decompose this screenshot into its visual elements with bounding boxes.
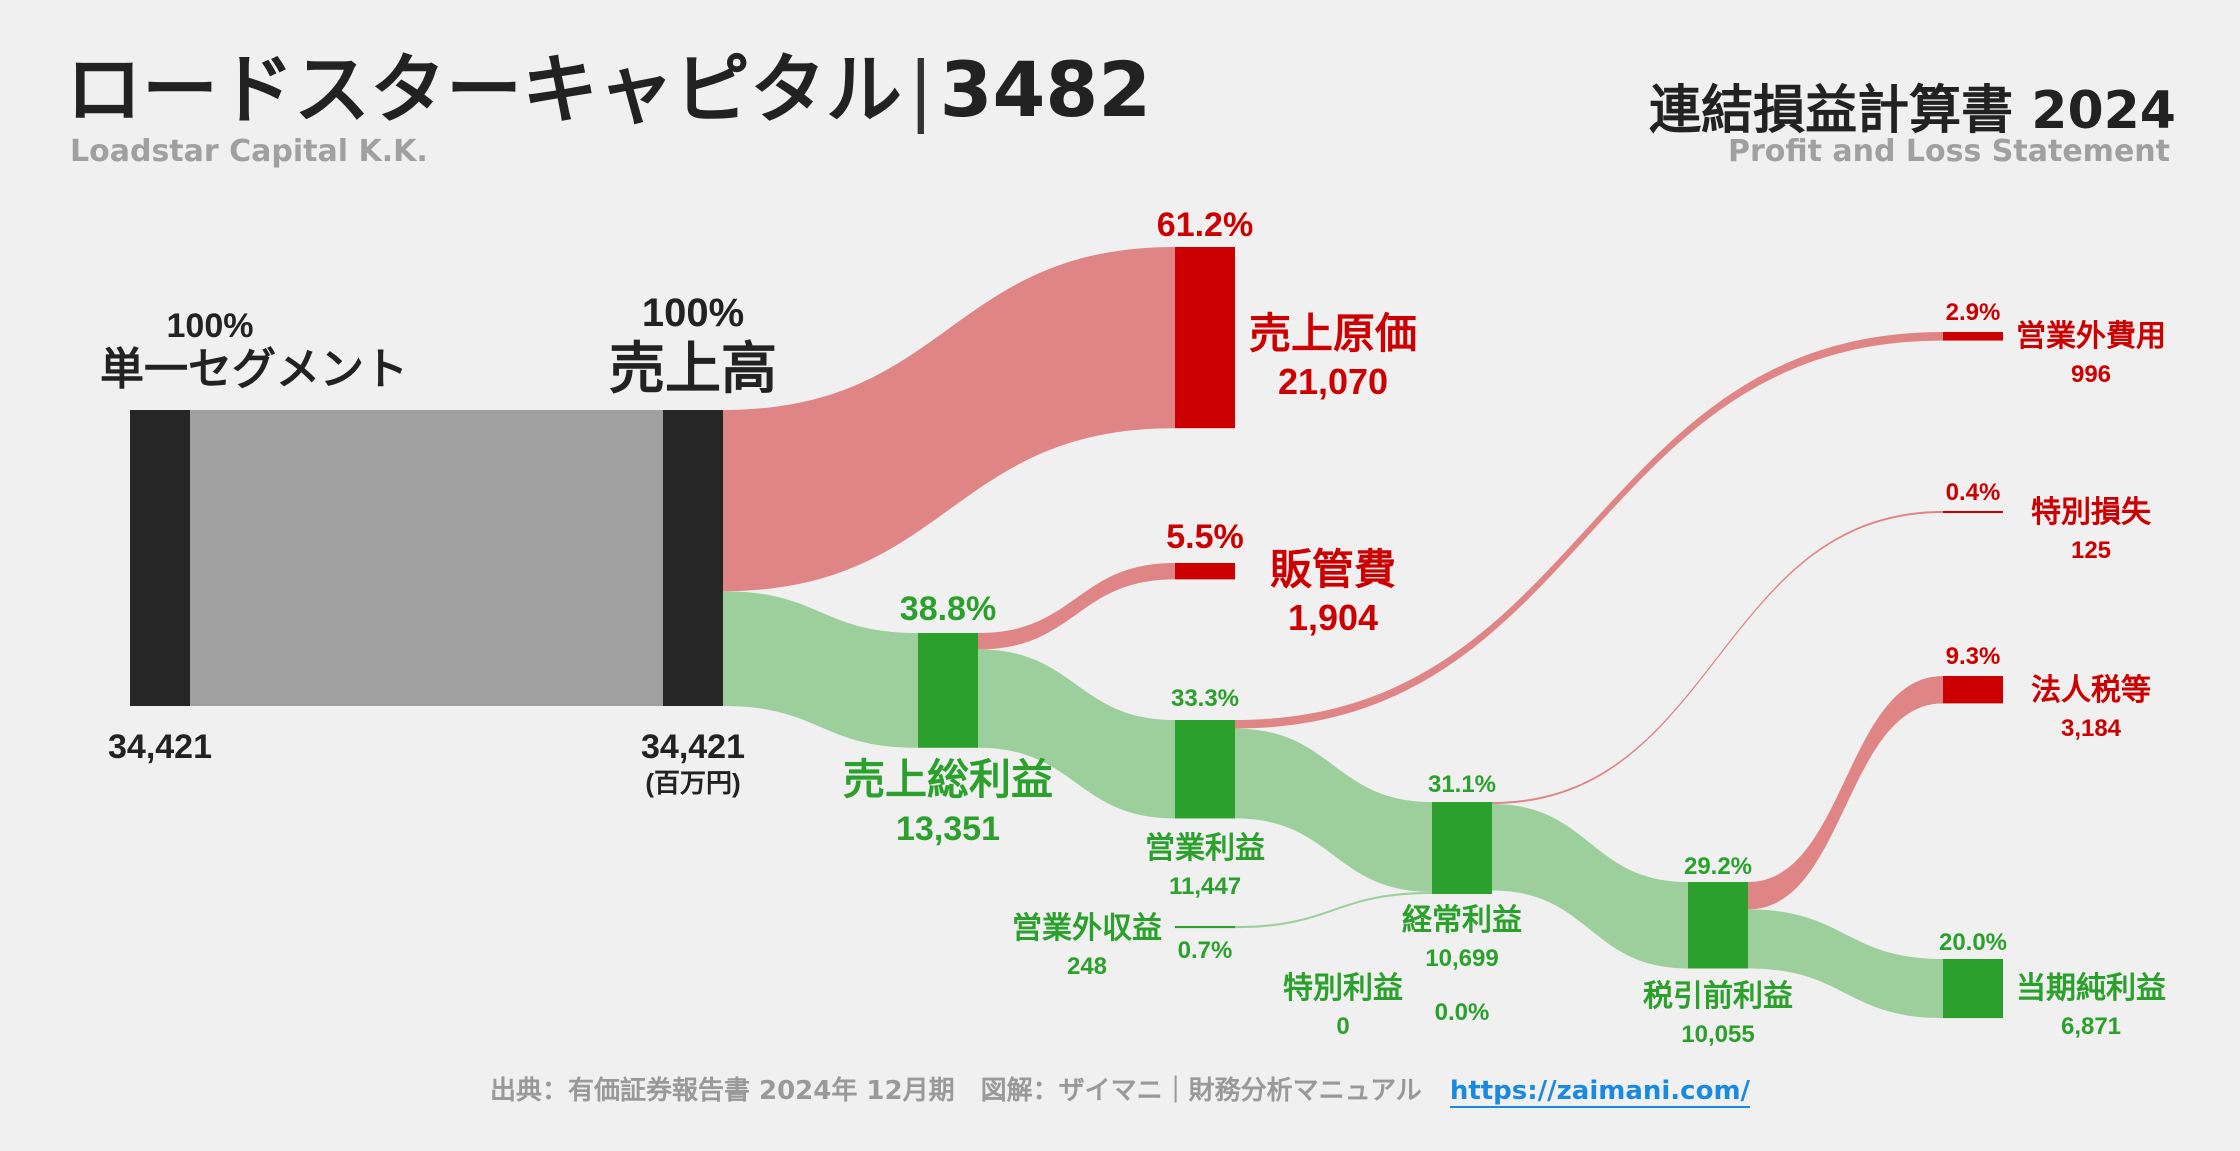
gross-name-label: 売上総利益: [843, 756, 1053, 803]
node-sga-bar: [1175, 563, 1235, 580]
nonop-exp-value-label: 996: [2071, 361, 2111, 388]
revenue-name-label: 売上高: [609, 337, 777, 400]
op-name-label: 営業利益: [1145, 832, 1265, 865]
company-title: ロードスターキャピタル|3482: [66, 40, 1151, 140]
pretax-name-label: 税引前利益: [1643, 980, 1793, 1013]
link-revenue-gross: [723, 591, 918, 748]
link-op-nonop_exp: [1235, 332, 1943, 729]
sga-value-label: 1,904: [1288, 597, 1378, 638]
link-gross-sga: [978, 563, 1175, 650]
gross-pct-label: 38.8%: [900, 590, 996, 628]
sga-pct-label: 5.5%: [1166, 518, 1244, 556]
cogs-value-label: 21,070: [1278, 361, 1388, 402]
sankey-nodes: [130, 247, 2003, 1019]
link-segment-revenue: [190, 410, 663, 706]
stock-code: 3482: [939, 45, 1152, 134]
revenue-pct-label: 100%: [642, 291, 744, 335]
pretax-value-label: 10,055: [1681, 1021, 1754, 1048]
tax-pct-label: 9.3%: [1946, 643, 2001, 670]
link-ordinary-sp_loss: [1492, 511, 1943, 804]
node-tax-bar: [1943, 676, 2003, 704]
node-cogs-bar: [1175, 247, 1235, 429]
link-revenue-cogs: [723, 247, 1175, 592]
sp-gain-name-label: 特別利益: [1283, 972, 1403, 1005]
link-gross-op: [978, 649, 1175, 819]
nonop-inc-name-label: 営業外収益: [1012, 912, 1162, 945]
nonop-exp-name-label: 営業外費用: [2016, 320, 2166, 353]
net-name-label: 当期純利益: [2016, 971, 2166, 1005]
sga-name-label: 販管費: [1270, 546, 1396, 593]
segment-pct-label: 100%: [167, 307, 254, 345]
node-segment-bar: [130, 410, 190, 706]
tax-name-label: 法人税等: [2031, 673, 2151, 707]
unit-label: (百万円): [645, 768, 740, 798]
node-pretax-bar: [1688, 882, 1748, 969]
sp-gain-value-label: 0: [1336, 1013, 1349, 1040]
ordinary-pct-label: 31.1%: [1428, 771, 1496, 798]
op-value-label: 11,447: [1169, 873, 1241, 900]
footer-source: 出典：有価証券報告書 2024年 12月期 図解：ザイマニ｜財務分析マニュアル: [489, 1076, 1422, 1106]
net-pct-label: 20.0%: [1939, 929, 2007, 956]
link-pretax-tax: [1748, 676, 1943, 910]
sp-gain-pct-label: 0.0%: [1435, 999, 1490, 1026]
net-value-label: 6,871: [2061, 1013, 2121, 1040]
node-net-bar: [1943, 959, 2003, 1019]
footer-link[interactable]: https://zaimani.com/: [1449, 1076, 1751, 1108]
link-pretax-net: [1748, 909, 1943, 1019]
cogs-pct-label: 61.2%: [1157, 206, 1253, 244]
node-revenue-bar: [663, 410, 723, 706]
link-ordinary-pretax: [1492, 804, 1688, 969]
segment-value-label: 34,421: [108, 728, 212, 766]
sp-loss-name-label: 特別損失: [2031, 496, 2152, 529]
node-op-bar: [1175, 720, 1235, 819]
footer: 出典：有価証券報告書 2024年 12月期 図解：ザイマニ｜財務分析マニュアル h…: [0, 1070, 2240, 1108]
sp-loss-value-label: 125: [2071, 537, 2111, 564]
node-nonop_inc-bar: [1175, 926, 1235, 929]
revenue-value-label: 34,421: [641, 728, 745, 766]
gross-value-label: 13,351: [896, 810, 1000, 848]
nonop-exp-pct-label: 2.9%: [1946, 299, 2001, 326]
node-gross-bar: [918, 633, 978, 748]
sankey-links: [190, 247, 1943, 1019]
tax-value-label: 3,184: [2061, 715, 2122, 742]
pretax-pct-label: 29.2%: [1684, 853, 1752, 880]
ordinary-name-label: 経常利益: [1402, 903, 1522, 937]
op-pct-label: 33.3%: [1171, 685, 1239, 712]
sankey-labels: 100%単一セグメント34,421100%売上高34,421(百万円)61.2%…: [100, 206, 2166, 1048]
ordinary-value-label: 10,699: [1425, 945, 1498, 972]
statement-subtitle: Profit and Loss Statement: [1727, 134, 2170, 169]
company-name: ロードスターキャピタル: [66, 45, 902, 134]
node-ordinary-bar: [1432, 802, 1492, 895]
cogs-name-label: 売上原価: [1249, 310, 1417, 357]
segment-name-label: 単一セグメント: [100, 345, 408, 394]
company-name-en: Loadstar Capital K.K.: [70, 134, 428, 169]
node-nonop_exp-bar: [1943, 332, 2003, 341]
statement-title: 連結損益計算書 2024: [1649, 81, 2176, 141]
link-op-ordinary: [1235, 728, 1432, 892]
node-sp_loss-bar: [1943, 511, 2003, 513]
title-separator: |: [908, 45, 934, 134]
nonop-inc-value-label: 248: [1067, 953, 1107, 980]
nonop-inc-pct-label: 0.7%: [1178, 937, 1233, 964]
sp-loss-pct-label: 0.4%: [1946, 479, 2001, 506]
link-nonop_inc-ordinary: [1235, 891, 1432, 929]
